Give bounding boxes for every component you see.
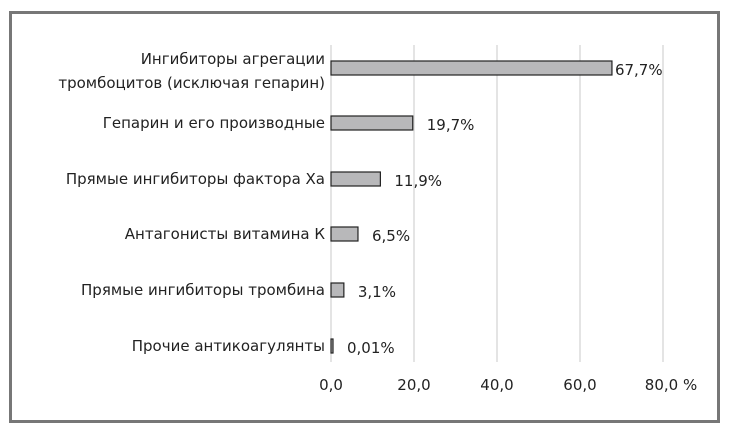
category-label: Антагонисты витамина К — [125, 225, 326, 243]
category-label: Прочие антикоагулянты — [132, 337, 325, 355]
category-label: Ингибиторы агрегации — [141, 50, 325, 68]
x-tick-label: 60,0 — [563, 376, 596, 394]
x-tick-label: 0,0 — [319, 376, 343, 394]
data-label: 0,01% — [347, 339, 395, 357]
bar — [330, 171, 381, 187]
bar — [330, 60, 613, 76]
x-tick-label: 40,0 — [480, 376, 513, 394]
x-tick-label: 20,0 — [397, 376, 430, 394]
category-label: Гепарин и его производные — [103, 114, 325, 132]
bar — [330, 282, 345, 298]
category-label: Прямые ингибиторы фактора Ха — [66, 170, 325, 188]
data-label: 3,1% — [358, 283, 396, 301]
data-label: 19,7% — [427, 116, 475, 134]
category-label: тромбоцитов (исключая гепарин) — [58, 74, 325, 92]
x-tick-label: 80,0 % — [645, 376, 697, 394]
data-label: 67,7% — [615, 61, 663, 79]
chart-frame — [9, 11, 720, 423]
bar — [330, 115, 414, 131]
category-label: Прямые ингибиторы тромбина — [81, 281, 325, 299]
data-label: 6,5% — [372, 227, 410, 245]
bar — [330, 338, 334, 354]
bar — [330, 226, 359, 242]
data-label: 11,9% — [394, 172, 442, 190]
